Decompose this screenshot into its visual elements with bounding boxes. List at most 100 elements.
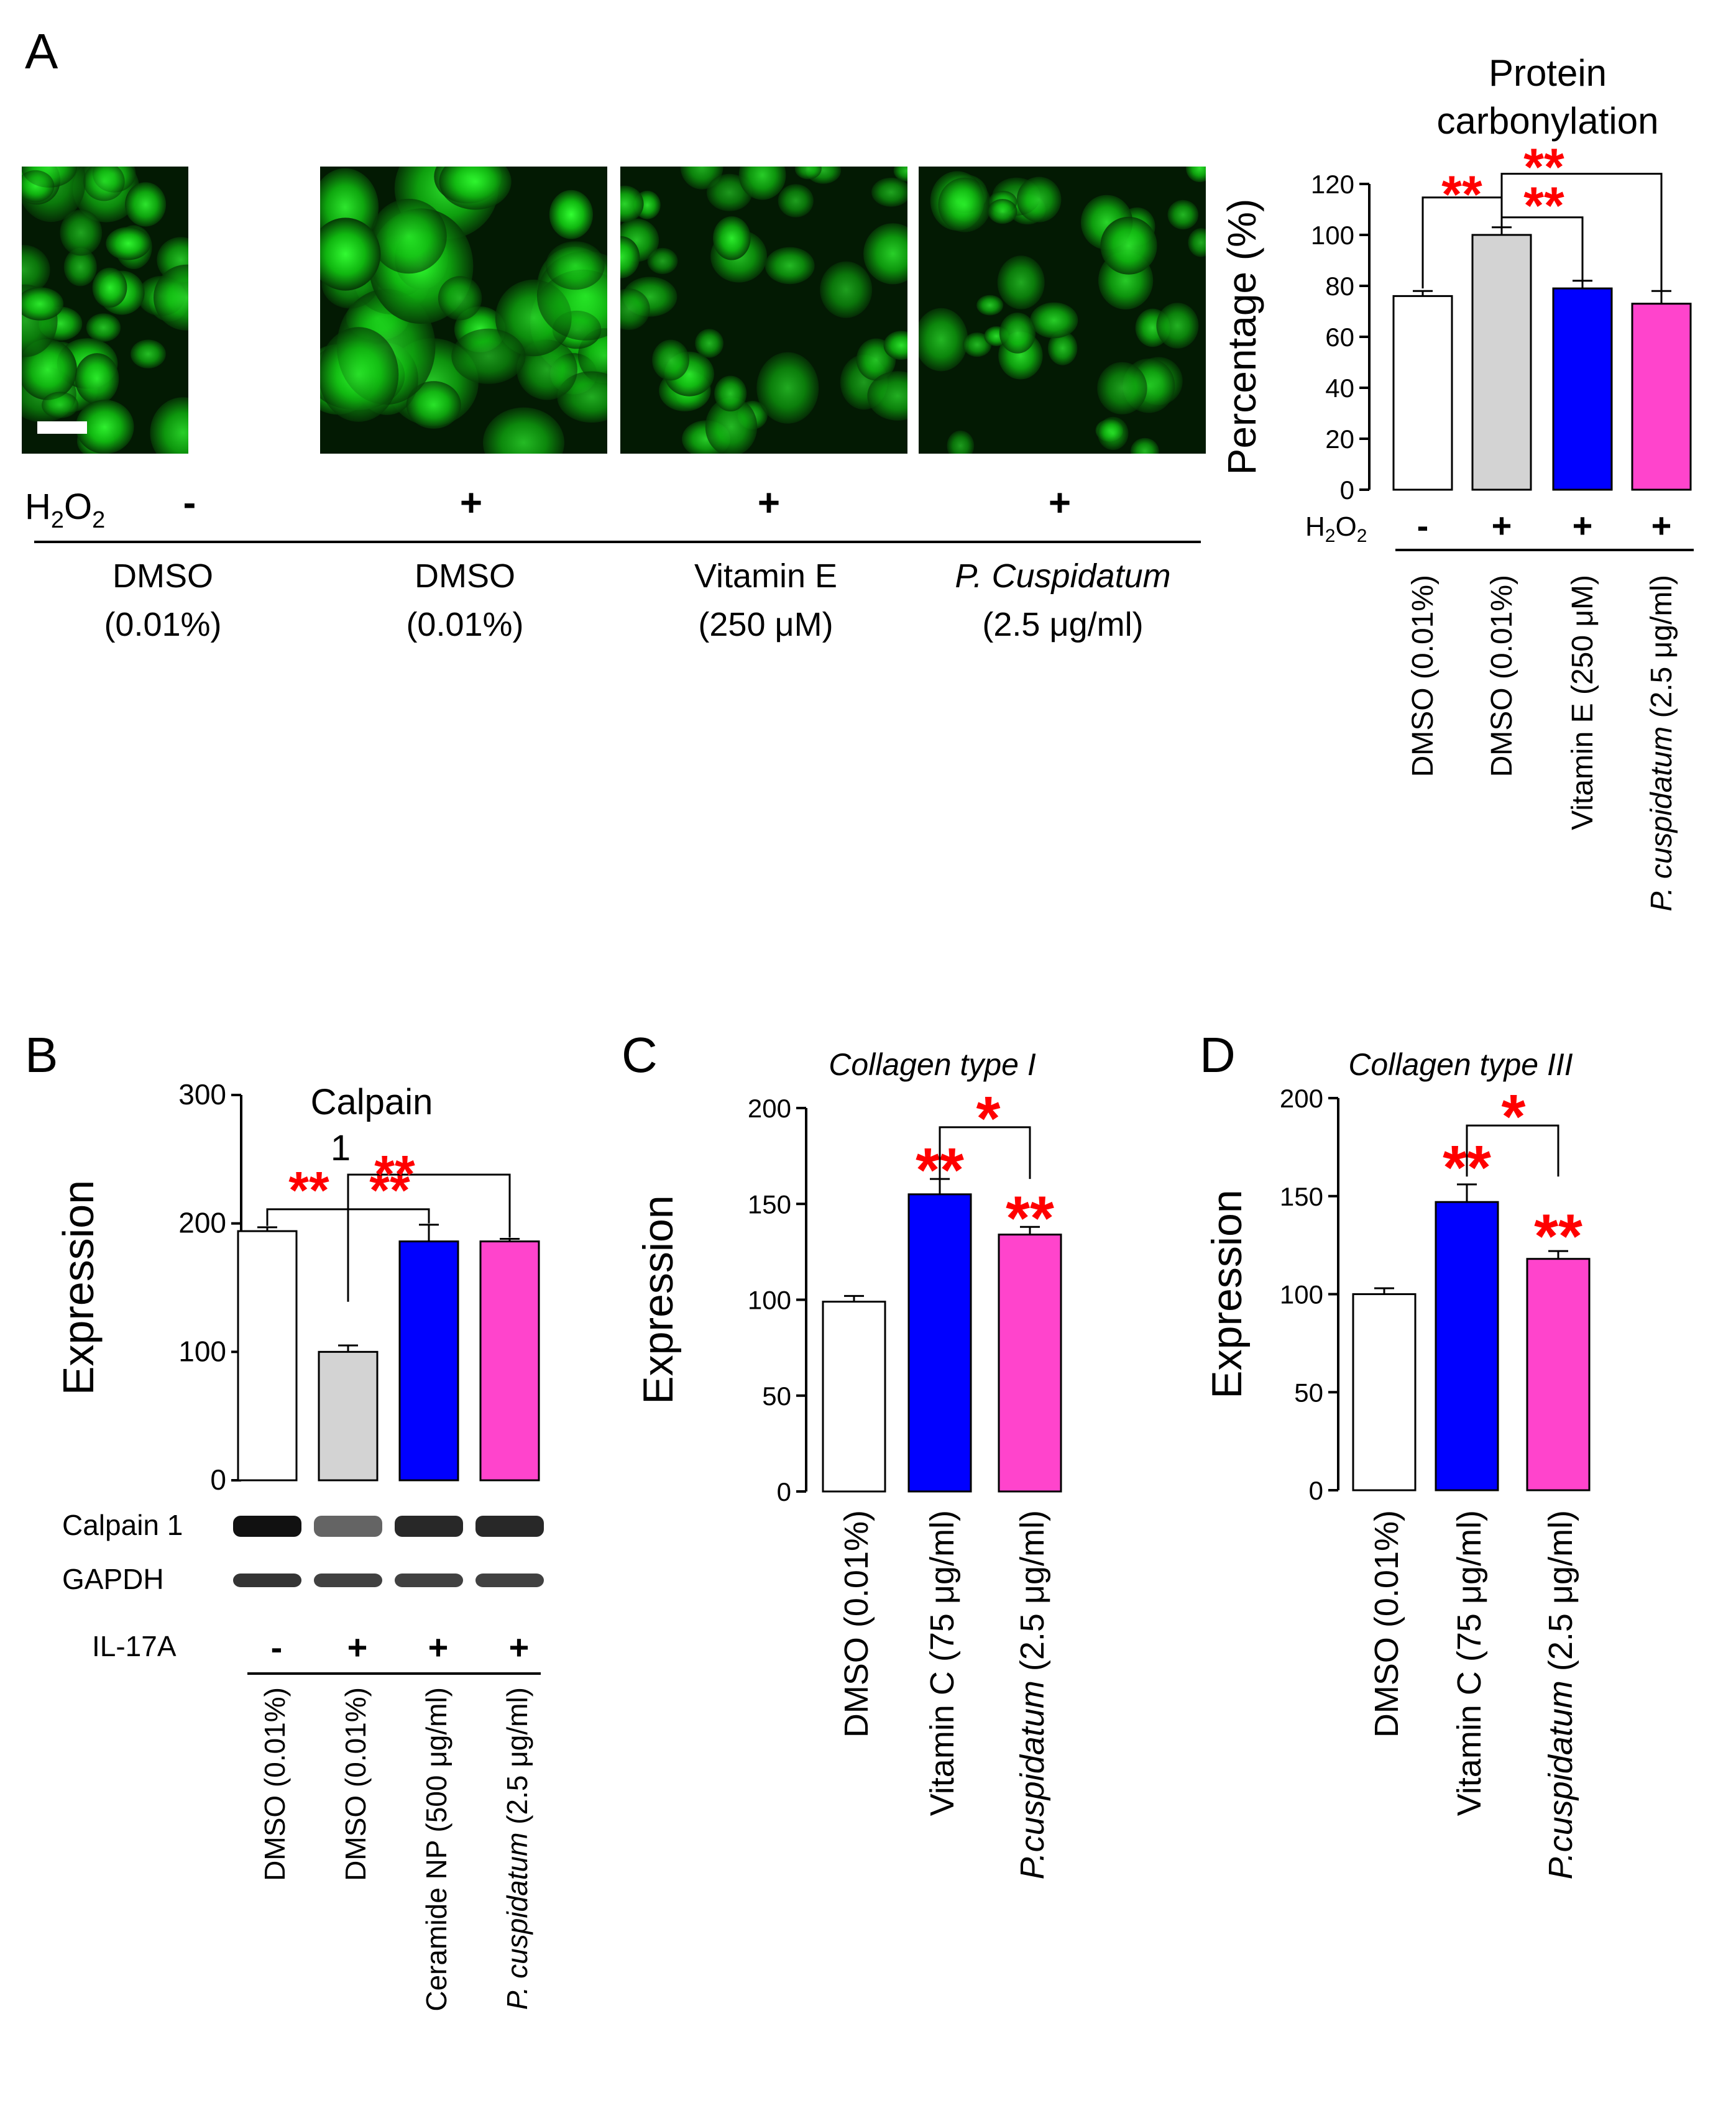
- y-tick-label: 0: [210, 1464, 226, 1496]
- micrograph-2: [320, 167, 607, 454]
- cell: [75, 400, 134, 454]
- significance-bracket: [1466, 1124, 1559, 1177]
- micrograph-row: [22, 167, 1206, 454]
- panel-label-d: D: [1200, 1027, 1236, 1083]
- cell: [620, 236, 640, 278]
- blot-label: GAPDH: [62, 1563, 164, 1595]
- panel-label-c: C: [622, 1027, 658, 1083]
- cell: [1030, 302, 1078, 339]
- blot-label: Calpain 1: [62, 1509, 183, 1541]
- bar: [1352, 1293, 1417, 1491]
- condition-name: DMSO: [113, 557, 213, 595]
- cell: [154, 264, 188, 331]
- cell: [947, 430, 975, 454]
- bar: [1392, 295, 1453, 491]
- cell: [695, 329, 723, 358]
- y-tick-label: 100: [178, 1335, 226, 1367]
- y-axis-label: Expression: [1203, 1189, 1251, 1398]
- condition-name: P. Cuspidatum: [955, 557, 1170, 595]
- y-tick-label: 100: [1280, 1280, 1323, 1309]
- condition-dose: (0.01%): [406, 606, 523, 643]
- cell: [1188, 228, 1206, 257]
- blot-band: [314, 1516, 382, 1537]
- chart-title: Collagen type I: [829, 1047, 1036, 1082]
- h2o2-sign: +: [758, 482, 780, 525]
- cell: [919, 308, 968, 372]
- cell: [893, 167, 907, 182]
- bar: [998, 1234, 1062, 1493]
- cell: [1016, 176, 1062, 222]
- significance-marker: **: [1006, 1183, 1054, 1253]
- cell: [976, 295, 1004, 316]
- chart-title-line-2: carbonylation: [1437, 100, 1659, 142]
- chart-title-line-1: Protein: [1489, 52, 1607, 94]
- blot-band: [475, 1516, 544, 1537]
- blot-band: [314, 1574, 382, 1587]
- y-tick-label: 80: [1325, 272, 1354, 301]
- bar: [318, 1350, 379, 1482]
- y-axis-label: Percentage (%): [1219, 199, 1264, 475]
- condition-name: DMSO: [415, 557, 515, 595]
- x-tick-label: DMSO (0.01%): [1407, 575, 1440, 777]
- bar: [1526, 1258, 1591, 1491]
- h2o2-sign: +: [1049, 482, 1071, 525]
- cell: [794, 167, 822, 180]
- cell: [320, 327, 399, 422]
- cell: [713, 216, 751, 260]
- significance-marker: **: [1523, 138, 1564, 196]
- y-tick-label: 120: [1311, 170, 1354, 199]
- significance-bracket: [939, 1126, 1031, 1180]
- x-tick-label: P.cuspidatum (2.5 μg/ml): [1014, 1510, 1051, 1879]
- y-tick-label: 200: [1280, 1084, 1323, 1113]
- treatment-sign: +: [347, 1628, 368, 1667]
- x-tick-label: DMSO (0.01%): [339, 1687, 372, 1881]
- y-tick-label: 50: [1294, 1378, 1323, 1407]
- y-tick-label: 50: [762, 1381, 791, 1411]
- x-tick-label: P.cuspidatum (2.5 μg/ml): [1542, 1510, 1579, 1879]
- micrograph-4: [919, 167, 1206, 454]
- x-tick-label: DMSO (0.01%): [838, 1510, 875, 1738]
- cell: [738, 167, 786, 200]
- cell: [406, 381, 461, 429]
- significance-marker: **: [1534, 1202, 1582, 1271]
- cell: [22, 287, 64, 321]
- cell: [863, 223, 907, 285]
- cell: [83, 167, 125, 201]
- cell: [963, 332, 992, 357]
- bar: [907, 1193, 972, 1493]
- cell: [483, 407, 564, 454]
- bar: [1471, 234, 1532, 491]
- significance-bracket: [1500, 173, 1663, 291]
- cell: [1047, 331, 1078, 365]
- cell: [125, 182, 167, 227]
- h2o2-row-label: H2O2: [25, 487, 105, 533]
- treatment-sign: +: [1573, 506, 1593, 545]
- h2o2-sub-2: 2: [92, 507, 105, 533]
- h2o2-sub-1: 2: [51, 507, 64, 533]
- x-tick-label: Ceramide NP (500 μg/ml): [420, 1687, 452, 2012]
- micrograph-3: [620, 167, 907, 454]
- blot-band: [233, 1574, 301, 1587]
- cell: [620, 185, 644, 222]
- blot-band: [475, 1574, 544, 1587]
- blot-band: [233, 1516, 301, 1537]
- cell: [620, 288, 650, 330]
- y-axis-label: Expression: [635, 1195, 682, 1404]
- condition-dose: (250 μM): [698, 606, 833, 643]
- cell: [546, 241, 605, 290]
- significance-marker: **: [288, 1161, 329, 1219]
- cell: [765, 247, 815, 285]
- h2o2-sign: +: [460, 482, 482, 525]
- cell: [997, 255, 1045, 309]
- y-tick-label: 150: [1280, 1182, 1323, 1211]
- blot-band: [395, 1516, 463, 1537]
- cell: [150, 397, 188, 454]
- x-tick-label: Vitamin C (75 μg/ml): [924, 1510, 961, 1816]
- h2o2-h: H: [25, 487, 51, 527]
- condition-name: Vitamin E: [694, 557, 837, 595]
- cell: [86, 313, 121, 342]
- treatment-sign: -: [1417, 506, 1429, 545]
- cell: [451, 328, 526, 384]
